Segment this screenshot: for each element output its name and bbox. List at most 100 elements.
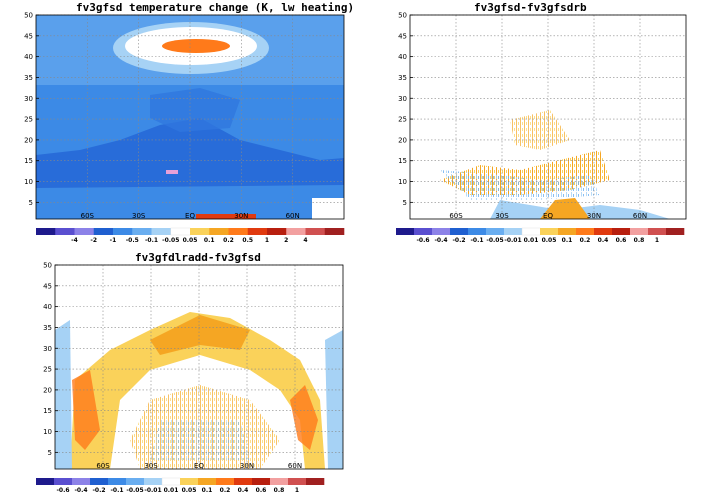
p2-surface-orange <box>540 198 590 219</box>
p2-y-tick-label: 15 <box>398 157 407 165</box>
cb2-label: -0.05 <box>486 237 503 244</box>
cb1-swatch <box>113 228 133 235</box>
cb3-swatch <box>216 478 235 485</box>
cb1-label: -0.5 <box>126 237 139 244</box>
cb3-label: -0.2 <box>92 487 105 494</box>
p3-red-right <box>290 385 318 450</box>
panel-1-title: fv3gfsd temperature change (K, lw heatin… <box>76 1 355 14</box>
cb2-label: 0.6 <box>616 237 627 244</box>
cb2-label: -0.01 <box>504 237 521 244</box>
p1-x-tick-label: 60S <box>81 212 95 220</box>
cb3-swatch <box>180 478 199 485</box>
cb3-label: -0.1 <box>110 487 123 494</box>
cb3-swatch <box>72 478 91 485</box>
p3-speckle-blue <box>150 420 250 460</box>
colorbars-layer: -4 -2 -1 -0.5 -0.1 -0.05 0.05 0.1 0.2 0.5 1 2 4 -0.6-… <box>36 227 685 494</box>
p2-y-tick-label: 25 <box>398 116 407 124</box>
p3-y-tick-label: 40 <box>43 303 52 311</box>
p3-y-tick-label: 45 <box>43 282 52 290</box>
p1-y-tick-label: 25 <box>24 116 33 124</box>
cb2-swatch <box>666 228 685 235</box>
cb3-swatch <box>54 478 73 485</box>
cb1-label: 0.2 <box>223 237 234 244</box>
cb3-swatch <box>234 478 253 485</box>
p3-x-tick-label: 30N <box>240 462 254 470</box>
cb1-swatch <box>305 228 326 235</box>
cb1-label: -4 <box>71 237 78 244</box>
p1-warm-core <box>162 39 230 53</box>
cb1-swatch <box>36 228 56 235</box>
cb3-swatch <box>288 478 307 485</box>
p3-y-tick-label: 25 <box>43 366 52 374</box>
cb1-swatch <box>247 228 268 235</box>
p3-orange-core <box>150 315 250 355</box>
cb2-swatch <box>521 227 541 236</box>
cb3-swatch <box>36 478 55 485</box>
cb2-label: -0.1 <box>470 237 483 244</box>
cb3-label: -0.6 <box>56 487 69 494</box>
cb2-label: 0.05 <box>542 237 557 244</box>
p1-surface-white <box>312 198 344 219</box>
cb3-swatch <box>270 478 289 485</box>
p1-y-tick-label: 5 <box>29 199 33 207</box>
cb1-swatch <box>170 227 191 236</box>
cb2-swatch <box>396 228 415 235</box>
cb2-label: 0.01 <box>524 237 539 244</box>
p3-y-tick-label: 30 <box>43 345 52 353</box>
p2-x-tick-label: 30N <box>587 212 601 220</box>
cb1-swatch <box>267 228 287 235</box>
cb2-label: -0.4 <box>434 237 447 244</box>
p3-y-tick-label: 5 <box>48 449 52 457</box>
p2-x-tick-label: 30S <box>495 212 509 220</box>
cb3-swatch <box>126 478 145 485</box>
p3-orange-arch <box>70 312 325 469</box>
cb2-swatch <box>612 228 631 235</box>
p3-x-tick-label: 60N <box>288 462 302 470</box>
cb1-label: -1 <box>110 237 117 244</box>
p3-blue-left <box>55 320 72 469</box>
cb3-label: 0.6 <box>256 487 267 494</box>
cb1-label: 0.5 <box>242 237 253 244</box>
cb2-swatch <box>468 228 487 235</box>
cb2-label: -0.2 <box>452 237 465 244</box>
cb1-label: -2 <box>90 237 97 244</box>
p1-y-tick-label: 10 <box>24 178 33 186</box>
p2-y-tick-label: 50 <box>398 12 407 20</box>
cb2-label: 0.1 <box>562 237 573 244</box>
p1-y-tick-label: 15 <box>24 157 33 165</box>
cb2-label: 0.2 <box>580 237 591 244</box>
cb1-swatch <box>151 228 172 235</box>
cb2-swatch <box>594 228 613 235</box>
cb1-swatch <box>286 228 306 235</box>
cb1-label: 1 <box>265 237 269 244</box>
cb2-label: -0.6 <box>416 237 429 244</box>
cb3-label: 0.01 <box>164 487 179 494</box>
panel-2-title: fv3gfsd-fv3gfsdrb <box>474 1 587 14</box>
cb3-label: 0.05 <box>182 487 197 494</box>
p3-x-tick-label: EQ <box>194 462 204 470</box>
cb3-swatch <box>108 478 127 485</box>
p3-red-left <box>72 370 100 450</box>
cb1-label: 0.05 <box>183 237 198 244</box>
cb2-swatch <box>558 228 577 235</box>
cb3-label: -0.4 <box>74 487 87 494</box>
p1-y-tick-label: 35 <box>24 74 33 82</box>
panel-3-title: fv3gfdlradd-fv3gfsd <box>135 251 261 264</box>
cb2-swatch <box>450 228 469 235</box>
cb3-label: 0.2 <box>220 487 231 494</box>
cb2-swatch <box>432 228 451 235</box>
p2-x-tick-label: EQ <box>543 212 553 220</box>
cb3-swatch <box>198 478 217 485</box>
p3-y-tick-label: 20 <box>43 386 52 394</box>
p2-x-tick-label: 60S <box>449 212 463 220</box>
cb3-label: 1 <box>295 487 299 494</box>
cb1-swatch <box>74 228 95 235</box>
cb2-swatch <box>540 228 559 235</box>
p1-deep-blue-upper <box>150 88 240 132</box>
p3-x-tick-label: 60S <box>96 462 110 470</box>
p3-x-tick-label: 30S <box>144 462 158 470</box>
p3-y-tick-label: 15 <box>43 407 52 415</box>
p2-y-tick-label: 5 <box>403 199 407 207</box>
p1-y-tick-label: 30 <box>24 95 33 103</box>
